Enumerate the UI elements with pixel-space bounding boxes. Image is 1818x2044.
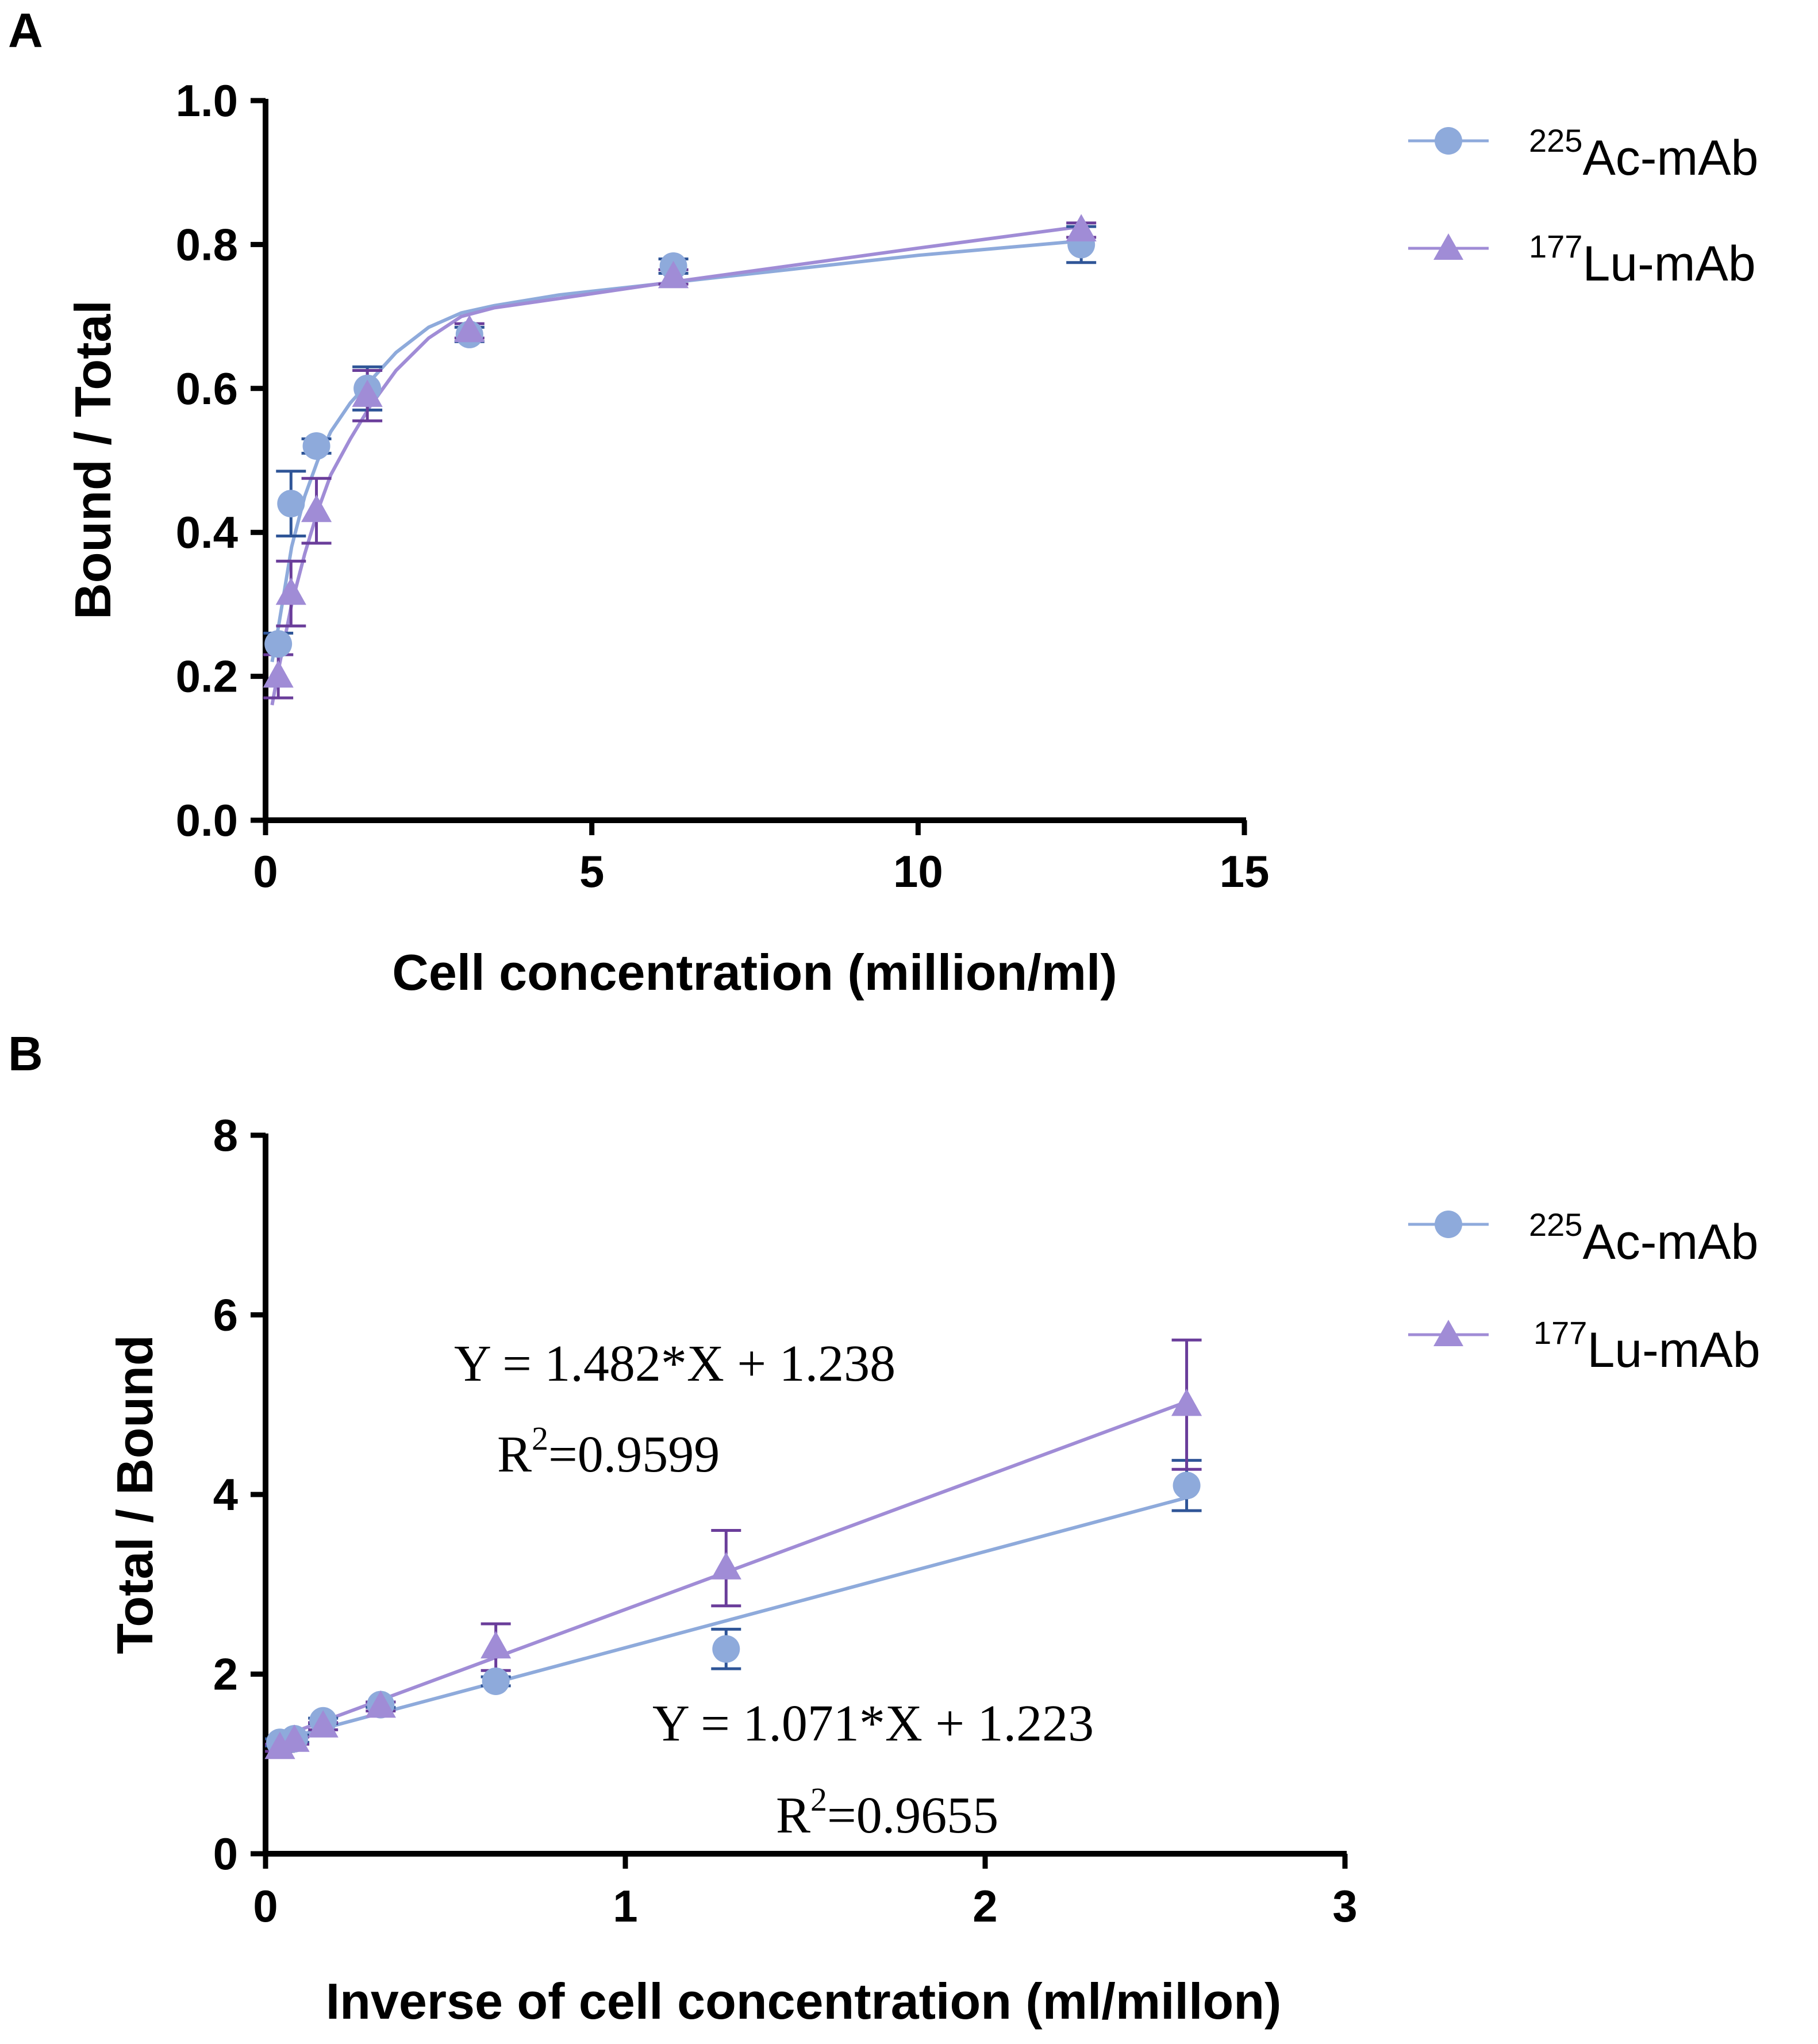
legend-a-item-ac: 225Ac-mAb [1408, 122, 1758, 186]
legend-b-item-lu: 177Lu-mAb [1408, 1315, 1761, 1378]
panel-b-chart: 0 2 4 6 8 0 1 2 3 Inverse of cell concentration … [106, 1110, 1761, 2030]
panel-b-x-axis-label: Inverse of cell concentration (ml/millon… [326, 1973, 1282, 2030]
data-point-triangle [308, 1710, 339, 1738]
y-tick-label: 0.6 [176, 363, 238, 414]
data-point-circle [264, 630, 293, 658]
x-tick-label: 1 [613, 1881, 637, 1931]
data-point-triangle [1171, 1388, 1202, 1416]
data-point-triangle [481, 1631, 512, 1659]
data-point-triangle [264, 1731, 295, 1759]
legend-b-triangle-marker [1433, 1320, 1463, 1346]
data-point-triangle [263, 660, 294, 688]
legend-b-label-lu: 177Lu-mAb [1533, 1315, 1761, 1378]
legend-a-label-lu: 177Lu-mAb [1529, 228, 1756, 291]
data-point-triangle [454, 314, 485, 343]
fit-line-ac-mab [270, 239, 1082, 663]
lu-fit-r-squared: R2=0.9599 [497, 1420, 720, 1483]
x-tick-label: 0 [253, 1881, 278, 1931]
data-point-triangle [658, 260, 689, 289]
data-point-circle [712, 1635, 740, 1663]
y-tick-label: 8 [213, 1110, 238, 1161]
lu-fit-equation: Y = 1.482*X + 1.238 [454, 1335, 895, 1392]
y-tick-label: 1.0 [176, 75, 238, 126]
legend-a-triangle-marker [1433, 233, 1463, 260]
legend-a-label-ac: 225Ac-mAb [1529, 122, 1758, 186]
ac-fit-equation: Y = 1.071*X + 1.223 [652, 1695, 1094, 1752]
panel-a-error-bars [263, 221, 1097, 700]
panel-a-fit-curves [270, 225, 1082, 706]
x-tick-label: 3 [1332, 1881, 1357, 1931]
data-point-circle [482, 1668, 510, 1695]
y-tick-label: 0 [213, 1828, 238, 1879]
y-tick-label: 0.8 [176, 219, 238, 270]
x-tick-label: 10 [893, 846, 943, 897]
data-point-triangle [352, 379, 383, 407]
legend-b-item-ac: 225Ac-mAb [1408, 1207, 1758, 1270]
panel-a-x-axis-label: Cell concentration (million/ml) [392, 944, 1117, 1001]
y-tick-label: 6 [213, 1290, 238, 1340]
data-point-triangle [275, 577, 306, 605]
data-point-circle [1173, 1471, 1201, 1500]
panel-a-y-axis-label: Bound / Total [64, 300, 121, 620]
data-point-triangle [365, 1690, 396, 1718]
legend-b-label-ac: 225Ac-mAb [1529, 1207, 1758, 1270]
panel-b-legend: 225Ac-mAb 177Lu-mAb [1408, 1207, 1761, 1378]
legend-a-item-lu: 177Lu-mAb [1408, 228, 1756, 291]
y-tick-label: 0.0 [176, 795, 238, 846]
panel-a-legend: 225Ac-mAb 177Lu-mAb [1408, 122, 1758, 291]
ac-fit-r-squared: R2=0.9655 [776, 1781, 998, 1844]
x-tick-label: 5 [579, 846, 604, 897]
panel-b-y-axis-label: Total / Bound [106, 1335, 163, 1654]
y-tick-label: 0.2 [176, 651, 238, 702]
data-point-triangle [710, 1552, 741, 1580]
x-tick-label: 2 [973, 1881, 997, 1931]
y-tick-label: 4 [213, 1469, 238, 1520]
legend-a-circle-marker [1435, 127, 1462, 155]
panel-letter-b: B [8, 1027, 43, 1081]
fit-line-ac-mab [279, 1496, 1187, 1742]
x-tick-label: 15 [1220, 846, 1270, 897]
data-point-triangle [1066, 214, 1097, 241]
data-point-circle [277, 490, 305, 518]
x-tick-label: 0 [253, 846, 278, 897]
panel-b-ticks: 0 2 4 6 8 0 1 2 3 [213, 1110, 1358, 1931]
data-point-triangle [279, 1724, 310, 1752]
panel-a-data-points [263, 214, 1097, 688]
panel-letter-a: A [8, 3, 43, 57]
y-tick-label: 2 [213, 1649, 238, 1700]
y-tick-label: 0.4 [176, 507, 238, 558]
data-point-triangle [301, 494, 332, 522]
legend-b-circle-marker [1435, 1211, 1462, 1238]
fit-line-lu-mab [270, 225, 1082, 706]
panel-b-data-points [264, 1388, 1202, 1759]
panel-a-axes [263, 99, 1246, 823]
panel-a-chart: 0.0 0.2 0.4 0.6 0.8 1.0 0 5 10 15 Cell concentrat… [64, 75, 1758, 1001]
panel-a-ticks: 0.0 0.2 0.4 0.6 0.8 1.0 0 5 10 15 [176, 75, 1270, 897]
data-point-circle [302, 432, 330, 460]
